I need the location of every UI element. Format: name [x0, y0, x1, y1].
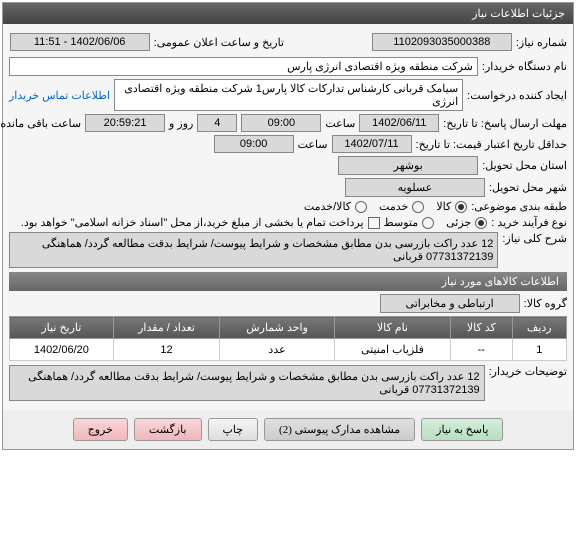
items-table: ردیف کد کالا نام کالا واحد شمارش تعداد /…: [9, 316, 567, 361]
td-code: --: [451, 339, 512, 361]
need-number-value: 1102093035000388: [372, 33, 512, 51]
min-valid-time: 09:00: [214, 135, 294, 153]
th-name: نام کالا: [334, 317, 450, 339]
category-label: طبقه بندی موضوعی:: [471, 200, 567, 213]
need-number-label: شماره نیاز:: [516, 36, 567, 49]
creator-label: ایجاد کننده درخواست:: [467, 89, 567, 102]
respond-button[interactable]: پاسخ به نیاز: [421, 418, 503, 441]
th-unit: واحد شمارش: [220, 317, 334, 339]
main-panel: جزئیات اطلاعات نیاز شماره نیاز: 11020930…: [2, 2, 574, 450]
min-valid-label: حداقل تاریخ اعتبار قیمت: تا تاریخ:: [416, 138, 567, 151]
remain-label: ساعت باقی مانده: [0, 117, 81, 130]
time-label-2: ساعت: [298, 138, 328, 151]
days-value: 4: [197, 114, 237, 132]
radio-both[interactable]: [355, 201, 367, 213]
send-deadline-time: 09:00: [241, 114, 321, 132]
main-body: شماره نیاز: 1102093035000388 تاریخ و ساع…: [3, 24, 573, 410]
group-value: ارتباطی و مخابراتی: [380, 294, 520, 313]
time-label-1: ساعت: [325, 117, 355, 130]
td-date: 1402/06/20: [10, 339, 114, 361]
button-row: پاسخ به نیاز مشاهده مدارک پیوستی (2) چاپ…: [3, 410, 573, 449]
send-deadline-date: 1402/06/11: [359, 114, 439, 132]
table-header-row: ردیف کد کالا نام کالا واحد شمارش تعداد /…: [10, 317, 567, 339]
desc-text: 12 عدد راکت بازرسی بدن مطابق مشخصات و شر…: [9, 232, 498, 268]
main-header: جزئیات اطلاعات نیاز: [3, 3, 573, 24]
creator-value: سیامک قربانی کارشناس تدارکات کالا پارس1 …: [114, 79, 463, 111]
proc-partial-label: جزئی: [446, 216, 471, 229]
remain-value: 20:59:21: [85, 114, 165, 132]
cat-both-label: کالا/خدمت: [304, 200, 351, 213]
province-value: بوشهر: [338, 156, 478, 175]
announce-label: تاریخ و ساعت اعلان عمومی:: [154, 36, 284, 49]
days-label: روز و: [169, 117, 193, 130]
exit-button[interactable]: خروج: [73, 418, 128, 441]
table-row[interactable]: 1 -- فلزیاب امنیتی عدد 12 1402/06/20: [10, 339, 567, 361]
th-date: تاریخ نیاز: [10, 317, 114, 339]
radio-partial[interactable]: [475, 217, 487, 229]
radio-medium[interactable]: [422, 217, 434, 229]
city-value: عسلویه: [345, 178, 485, 197]
th-code: کد کالا: [451, 317, 512, 339]
td-name: فلزیاب امنیتی: [334, 339, 450, 361]
announce-value: 1402/06/06 - 11:51: [10, 33, 150, 51]
contact-link[interactable]: اطلاعات تماس خریدار: [9, 89, 110, 102]
process-radios: جزئی متوسط: [384, 216, 488, 229]
process-label: نوع فرآیند خرید :: [491, 216, 567, 229]
send-deadline-label: مهلت ارسال پاسخ: تا تاریخ:: [443, 117, 567, 130]
buyer-value: شرکت منطقه ویژه اقتصادی انرژی پارس: [9, 57, 478, 76]
buyer-notes-label: توضیحات خریدار:: [489, 365, 567, 378]
radio-goods[interactable]: [455, 201, 467, 213]
cat-service-label: خدمت: [379, 200, 408, 213]
category-radios: کالا خدمت کالا/خدمت: [304, 200, 467, 213]
payment-note: پرداخت تمام یا بخشی از مبلغ خرید،از محل …: [21, 216, 364, 229]
th-qty: تعداد / مقدار: [113, 317, 220, 339]
buyer-label: نام دستگاه خریدار:: [482, 60, 567, 73]
back-button[interactable]: بازگشت: [134, 418, 202, 441]
payment-checkbox[interactable]: [368, 217, 380, 229]
city-label: شهر محل تحویل:: [489, 181, 567, 194]
radio-service[interactable]: [412, 201, 424, 213]
min-valid-date: 1402/07/11: [332, 135, 412, 153]
province-label: استان محل تحویل:: [482, 159, 567, 172]
items-header: اطلاعات کالاهای مورد نیاز: [9, 272, 567, 291]
print-button[interactable]: چاپ: [208, 418, 259, 441]
td-unit: عدد: [220, 339, 334, 361]
td-qty: 12: [113, 339, 220, 361]
proc-medium-label: متوسط: [384, 216, 419, 229]
group-label: گروه کالا:: [524, 297, 567, 310]
td-row: 1: [512, 339, 567, 361]
attachments-button[interactable]: مشاهده مدارک پیوستی (2): [264, 418, 415, 441]
desc-label: شرح کلی نیاز:: [502, 232, 567, 245]
buyer-notes: 12 عدد راکت بازرسی بدن مطابق مشخصات و شر…: [9, 365, 485, 401]
th-row: ردیف: [512, 317, 567, 339]
cat-goods-label: کالا: [436, 200, 451, 213]
